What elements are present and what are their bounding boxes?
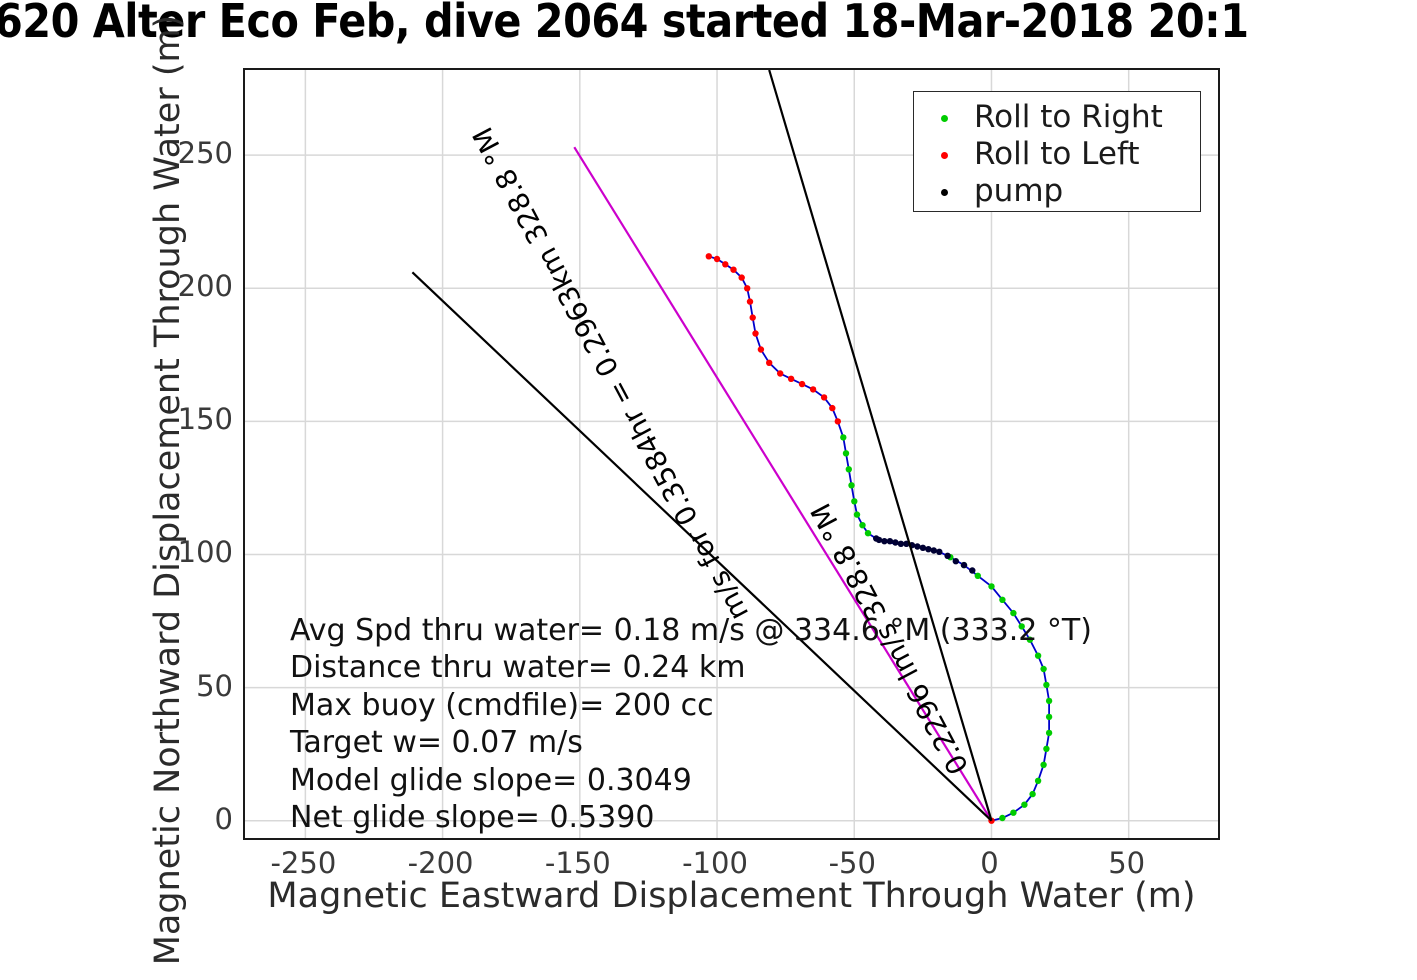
plot-title: 620 Alter Eco Feb, dive 2064 started 18-…: [0, 0, 1417, 52]
stats-annotation-line: Model glide slope= 0.3049: [290, 762, 692, 798]
legend[interactable]: Roll to Right Roll to Left pump: [913, 91, 1201, 212]
y-tick-label: 250: [177, 136, 233, 171]
x-tick-label: -100: [682, 846, 748, 880]
legend-item[interactable]: Roll to Right: [914, 98, 1200, 135]
plot-title-text: 620 Alter Eco Feb, dive 2064 started 18-…: [0, 0, 1249, 48]
x-tick-label: 0: [980, 846, 999, 880]
y-tick-label: 200: [177, 269, 233, 304]
stats-annotation-line: Net glide slope= 0.5390: [290, 800, 655, 836]
stats-annotation-line: Max buoy (cmdfile)= 200 cc: [290, 687, 714, 723]
legend-marker-icon: [914, 111, 974, 122]
y-tick-label: 50: [196, 668, 233, 703]
y-tick-label: 150: [177, 402, 233, 437]
x-tick-label: -50: [828, 846, 876, 880]
x-tick-label: -150: [544, 846, 611, 880]
y-tick-label: 0: [214, 801, 233, 836]
x-tick-label: -200: [407, 846, 474, 880]
legend-marker-icon: [914, 185, 974, 196]
stats-annotation-line: Target w= 0.07 m/s: [290, 725, 583, 761]
x-tick-label: 50: [1108, 846, 1146, 880]
plot-canvas: [245, 70, 1218, 838]
legend-marker-icon: [914, 148, 974, 159]
legend-item-label: pump: [974, 172, 1064, 209]
legend-item[interactable]: Roll to Left: [914, 135, 1200, 172]
y-tick-label: 100: [177, 535, 233, 570]
x-axis-label: Magnetic Eastward Displacement Through W…: [243, 876, 1220, 916]
x-tick-label: -250: [270, 846, 337, 880]
legend-item[interactable]: pump: [914, 172, 1200, 209]
legend-item-label: Roll to Left: [974, 135, 1140, 172]
legend-item-label: Roll to Right: [974, 98, 1163, 135]
stats-annotation-line: Avg Spd thru water= 0.18 m/s @ 334.6 °M …: [290, 613, 1092, 648]
x-axis-label-text: Magnetic Eastward Displacement Through W…: [267, 876, 1196, 916]
stats-annotation-line: Distance thru water= 0.24 km: [290, 650, 746, 686]
stats-annotation-block: Avg Spd thru water= 0.18 m/s @ 334.6 °M …: [290, 612, 1092, 836]
